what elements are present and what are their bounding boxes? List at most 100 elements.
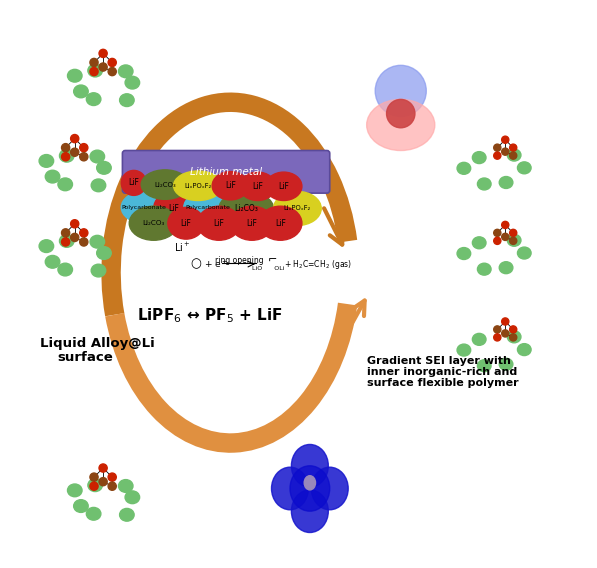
Text: + e$^-$: + e$^-$ [204, 259, 228, 269]
Ellipse shape [510, 152, 517, 159]
Text: Gradient SEI layer with: Gradient SEI layer with [367, 356, 510, 366]
Ellipse shape [478, 178, 491, 190]
Ellipse shape [518, 162, 531, 174]
Text: Li₂CO₃: Li₂CO₃ [143, 220, 165, 226]
Text: LiF: LiF [275, 219, 286, 228]
Ellipse shape [510, 237, 517, 244]
Ellipse shape [60, 235, 74, 247]
Text: LiₓPOₓF₂: LiₓPOₓF₂ [284, 206, 311, 211]
Ellipse shape [501, 136, 509, 143]
Ellipse shape [501, 222, 509, 228]
Ellipse shape [87, 93, 101, 106]
Ellipse shape [291, 490, 328, 533]
Ellipse shape [499, 262, 513, 274]
Ellipse shape [472, 333, 486, 345]
Ellipse shape [518, 247, 531, 259]
Ellipse shape [168, 207, 204, 239]
Ellipse shape [121, 170, 146, 195]
Ellipse shape [80, 229, 88, 237]
Text: LiF: LiF [252, 182, 263, 191]
Text: Li₂CO₃: Li₂CO₃ [234, 204, 258, 213]
Ellipse shape [80, 238, 88, 246]
Ellipse shape [80, 144, 88, 152]
Ellipse shape [494, 229, 501, 236]
Ellipse shape [174, 171, 223, 201]
Ellipse shape [457, 248, 470, 260]
Ellipse shape [494, 237, 501, 244]
Ellipse shape [501, 330, 509, 337]
Ellipse shape [290, 466, 330, 511]
Ellipse shape [90, 68, 98, 76]
Text: Lithium metal: Lithium metal [190, 167, 262, 177]
Ellipse shape [90, 482, 98, 490]
Ellipse shape [99, 478, 107, 486]
Text: LiF: LiF [168, 204, 179, 213]
Ellipse shape [90, 473, 98, 481]
Ellipse shape [90, 235, 104, 248]
Ellipse shape [73, 85, 88, 98]
Ellipse shape [272, 467, 309, 510]
Ellipse shape [494, 152, 501, 159]
Ellipse shape [184, 191, 232, 223]
Ellipse shape [518, 344, 531, 356]
Ellipse shape [88, 64, 103, 77]
Text: LiF: LiF [247, 219, 257, 228]
Ellipse shape [73, 500, 88, 512]
Ellipse shape [153, 191, 193, 225]
Ellipse shape [494, 144, 501, 151]
Ellipse shape [80, 153, 88, 161]
Ellipse shape [108, 59, 116, 66]
Ellipse shape [472, 237, 486, 249]
Ellipse shape [367, 99, 435, 151]
Ellipse shape [70, 135, 79, 143]
Ellipse shape [501, 318, 509, 325]
Ellipse shape [510, 326, 517, 333]
Text: ⌐: ⌐ [268, 256, 278, 266]
Ellipse shape [499, 358, 513, 370]
Ellipse shape [61, 238, 70, 246]
Ellipse shape [494, 334, 501, 341]
Ellipse shape [61, 229, 70, 237]
Ellipse shape [118, 65, 133, 78]
Ellipse shape [119, 94, 134, 107]
Ellipse shape [510, 229, 517, 236]
Ellipse shape [266, 172, 302, 201]
Text: LiF: LiF [278, 182, 289, 191]
Ellipse shape [119, 508, 134, 521]
Ellipse shape [121, 191, 167, 223]
Ellipse shape [91, 264, 106, 277]
Ellipse shape [494, 326, 501, 333]
Ellipse shape [108, 473, 116, 481]
Ellipse shape [58, 178, 72, 191]
Ellipse shape [198, 206, 241, 240]
Ellipse shape [291, 444, 328, 487]
Ellipse shape [99, 63, 107, 71]
Text: surface flexible polymer: surface flexible polymer [367, 378, 518, 389]
Text: ring opening: ring opening [214, 256, 263, 265]
Ellipse shape [97, 247, 111, 260]
Ellipse shape [478, 360, 491, 371]
Ellipse shape [45, 170, 60, 183]
Ellipse shape [90, 59, 98, 66]
Text: Polycarbonate: Polycarbonate [122, 205, 167, 210]
Ellipse shape [60, 149, 74, 162]
Ellipse shape [118, 479, 133, 492]
Ellipse shape [129, 206, 178, 240]
Ellipse shape [273, 191, 321, 225]
Text: LiₓPOₓF₂: LiₓPOₓF₂ [184, 183, 211, 189]
Text: surface: surface [57, 352, 113, 364]
Ellipse shape [501, 148, 509, 155]
Ellipse shape [67, 69, 82, 82]
Ellipse shape [219, 191, 273, 225]
Ellipse shape [239, 172, 276, 201]
Ellipse shape [457, 162, 470, 174]
Text: Polycarbonate: Polycarbonate [185, 205, 230, 210]
Ellipse shape [311, 467, 348, 510]
FancyBboxPatch shape [122, 151, 330, 193]
Text: LiPF$_6$ ↔ PF$_5$ + LiF: LiPF$_6$ ↔ PF$_5$ + LiF [137, 306, 282, 324]
Ellipse shape [304, 476, 316, 490]
Text: LiF: LiF [128, 178, 139, 187]
Ellipse shape [87, 507, 101, 520]
Ellipse shape [499, 177, 513, 189]
Text: LiF: LiF [181, 219, 192, 228]
